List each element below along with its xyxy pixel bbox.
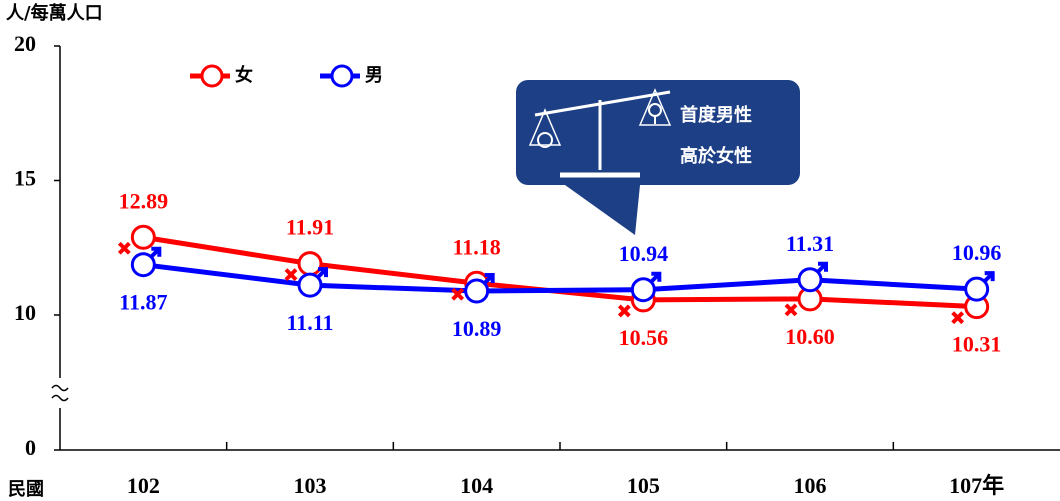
x-tick-label: 103: [294, 473, 327, 498]
marker: [630, 277, 656, 303]
y-tick-label: 0: [25, 435, 36, 460]
marker-symbol: [117, 241, 131, 255]
marker-symbol: [784, 303, 798, 317]
data-label: 11.18: [453, 234, 501, 259]
marker-symbol: [284, 268, 298, 282]
marker: [964, 276, 990, 302]
legend-label: 男: [365, 65, 383, 86]
marker: [297, 272, 323, 298]
y-tick-label: 15: [14, 166, 36, 191]
data-label: 10.60: [785, 324, 835, 349]
y-tick-label: 10: [14, 300, 36, 325]
marker-symbol: [617, 304, 631, 318]
callout-text: 首度男性: [680, 104, 752, 126]
x-tick-label: 107年: [949, 473, 1004, 498]
data-label: 11.31: [786, 231, 834, 256]
data-label: 10.96: [952, 240, 1002, 265]
data-label: 11.11: [286, 310, 333, 335]
y-tick-label: 20: [14, 31, 36, 56]
y-axis-label: 人/每萬人口: [6, 2, 103, 24]
marker: [130, 252, 156, 278]
callout-text: 高於女性: [680, 145, 752, 167]
legend-marker: [330, 64, 354, 88]
marker-symbol: [951, 311, 965, 325]
marker: [797, 267, 823, 293]
data-label: 10.56: [619, 325, 669, 350]
callout: 首度男性 高於女性: [516, 80, 800, 235]
x-tick-label: 104: [460, 473, 493, 498]
axis-break: [50, 378, 70, 408]
data-label: 11.91: [286, 215, 334, 240]
x-tick-label: 106: [794, 473, 827, 498]
data-label: 11.87: [119, 290, 167, 315]
data-label: 12.89: [119, 188, 169, 213]
marker-symbol: [451, 287, 465, 301]
x-axis-label: 民國: [8, 479, 44, 500]
marker: [130, 224, 156, 250]
data-label: 10.31: [952, 332, 1002, 357]
data-label: 10.89: [452, 316, 502, 341]
series-line: [143, 262, 977, 294]
marker: [297, 251, 323, 277]
legend-marker: [200, 64, 224, 88]
x-tick-label: 105: [627, 473, 660, 498]
legend-label: 女: [235, 64, 253, 86]
marker: [464, 278, 490, 304]
x-tick-label: 102: [127, 473, 160, 498]
series-line: [142, 234, 977, 310]
data-label: 10.94: [619, 241, 669, 266]
